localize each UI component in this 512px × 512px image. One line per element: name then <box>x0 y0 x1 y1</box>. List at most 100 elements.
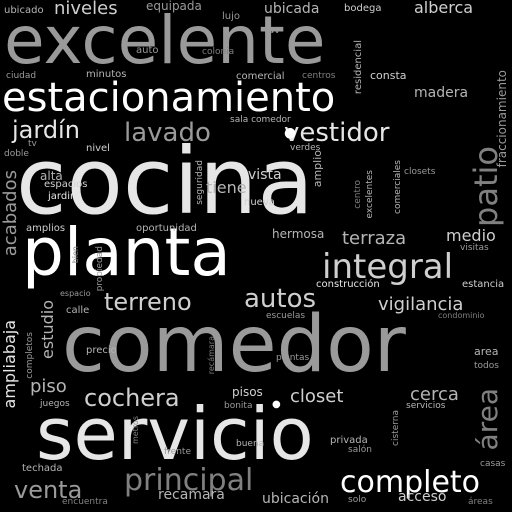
word-excelente: excelente <box>4 2 326 79</box>
word-pisos: pisos <box>232 385 263 399</box>
word-centro: centro <box>353 180 363 209</box>
word-doble: doble <box>4 149 29 159</box>
word-niveles: niveles <box>54 0 118 19</box>
word-alberca: alberca <box>414 0 474 17</box>
word-ciudad: ciudad <box>6 71 37 81</box>
word-integral: integral <box>322 247 454 287</box>
dot-separator: ● <box>272 399 281 410</box>
word-ampliabaja: ampliabaja <box>0 320 19 409</box>
word-seguridad: seguridad <box>195 160 205 205</box>
word-estacionamiento: estacionamiento <box>2 75 336 121</box>
word-servicio: servicio <box>36 392 314 476</box>
word-construccion: construcción <box>316 279 380 290</box>
word-terreno: terreno <box>104 288 192 316</box>
word-closet: closet <box>290 386 344 407</box>
word-principal: principal <box>124 463 254 498</box>
word-planta: planta <box>22 214 231 291</box>
word-condominio: condominio <box>438 311 485 320</box>
word-tiene: tiene <box>206 178 247 197</box>
word-av: av <box>268 25 281 36</box>
word-estudio: estudio <box>38 300 57 359</box>
word-minutos: minutos <box>86 69 127 80</box>
word-auto: auto <box>136 45 159 56</box>
word-bonita: bonita <box>224 401 253 411</box>
word-plantas: plantas <box>276 353 310 363</box>
word-acceso: acceso <box>398 489 447 505</box>
word-excelentes: excelentes <box>365 170 375 219</box>
word-recamara2: recámara <box>207 336 216 375</box>
word-area: área <box>471 388 504 451</box>
word-calle: calle <box>66 305 90 316</box>
word-madera: madera <box>414 85 469 101</box>
word-precio: precio <box>86 345 117 356</box>
word-juegos: juegos <box>40 399 70 409</box>
word-cocina: cocina <box>16 128 314 235</box>
word-closets: closets <box>404 167 436 177</box>
word-areas: áreas <box>468 497 493 507</box>
word-consta: consta <box>370 69 407 82</box>
word-sala-comedor: sala comedor <box>230 115 291 125</box>
word-verdes: verdes <box>290 143 321 153</box>
word-espacios: espacios <box>44 179 88 190</box>
word-vista: vista <box>248 167 282 183</box>
word-piso: piso <box>30 376 67 397</box>
word-lavado: lavado <box>124 118 211 148</box>
word-ubicada: ubicada <box>264 1 320 17</box>
word-bodega: bodega <box>344 3 382 14</box>
word-completos: completos <box>25 332 35 379</box>
word-fraccionamiento: fraccionamiento <box>495 70 509 168</box>
word-cerca: cerca <box>410 384 459 405</box>
word-cisterna: cisterna <box>391 410 401 446</box>
word-comercial: comercial <box>236 71 285 82</box>
word-bien: bien <box>71 246 80 264</box>
word-vigilancia: vigilancia <box>378 294 464 315</box>
word-propiedad: propiedad <box>95 246 105 292</box>
word-equipada: equipada <box>146 0 202 13</box>
word-residencial: residencial <box>353 40 364 95</box>
word-estancia: estancia <box>462 279 505 290</box>
word-solo: solo <box>348 495 367 505</box>
word-terraza: terraza <box>342 228 407 249</box>
word-nueva: nueva <box>244 197 275 208</box>
word-comerciales: comerciales <box>393 160 403 214</box>
word-tv: tv <box>28 139 37 149</box>
word-acabados: acabados <box>0 170 21 257</box>
word-escuelas: escuelas <box>266 311 306 321</box>
word-visitas: visitas <box>460 243 489 253</box>
word-cochera: cochera <box>84 384 180 412</box>
word-centros: centros <box>302 71 336 81</box>
word-autos: autos <box>244 284 317 314</box>
word-nivel: nivel <box>86 143 110 154</box>
word-medio: medio <box>446 226 496 245</box>
word-encuentra: encuentra <box>62 497 108 507</box>
word-hermosa: hermosa <box>272 227 325 241</box>
word-ubicado: ubicado <box>4 5 44 16</box>
word-area2: area <box>474 345 499 358</box>
word-jardin: jardín <box>12 116 80 144</box>
word-oportunidad: oportunidad <box>136 223 197 234</box>
word-frente: frente <box>164 447 191 457</box>
word-metros: metros <box>131 416 140 445</box>
word-alta: alta <box>40 169 63 183</box>
word-todos: todos <box>474 361 499 371</box>
word-buena: buena <box>236 439 265 449</box>
word-completo: completo <box>340 465 481 500</box>
word-jardin2: jardin <box>48 191 77 202</box>
word-techada: techada <box>22 463 63 474</box>
word-vestidor: vestidor <box>284 118 390 148</box>
dot-separator: ● <box>284 125 297 141</box>
word-venta: venta <box>14 476 83 504</box>
word-recamara: recamara <box>158 487 225 503</box>
word-privada: privada <box>330 435 368 446</box>
word-salon: salón <box>348 445 372 455</box>
word-lujo: lujo <box>222 11 241 22</box>
word-espacio: espacio <box>60 289 91 298</box>
word-amplios: amplios <box>26 223 66 234</box>
word-colonia: colonia <box>202 47 235 57</box>
word-ubicacion: ubicación <box>262 491 329 507</box>
word-servicios: servicios <box>406 401 446 411</box>
word-amplio: amplio <box>311 150 324 188</box>
word-comedor: comedor <box>62 300 406 390</box>
word-casas: casas <box>480 459 506 469</box>
